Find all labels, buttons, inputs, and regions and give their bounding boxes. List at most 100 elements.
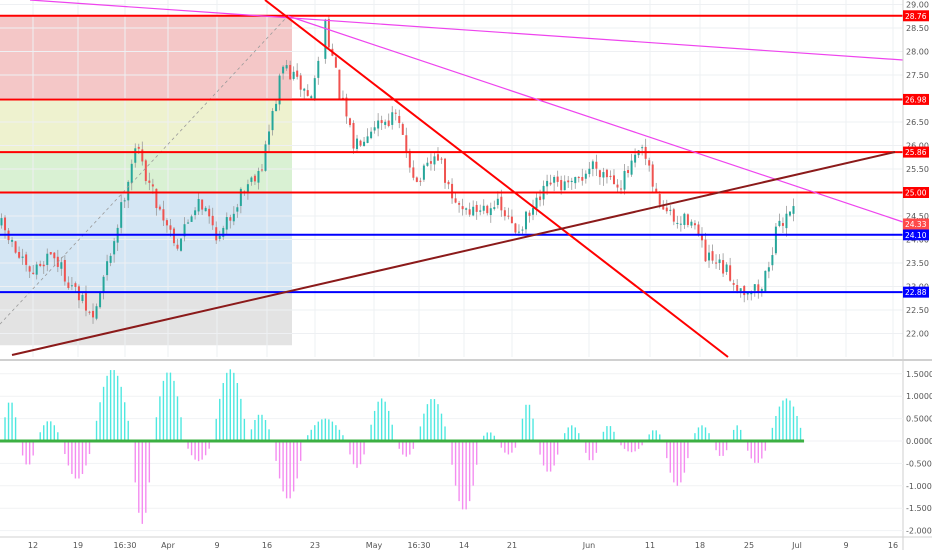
candle-body [359,140,362,146]
candle-body [792,206,795,214]
candle-body [35,264,38,275]
candle-body [774,226,777,254]
price-tick-label: 26.50 [906,118,929,127]
time-tick-label: May [366,541,383,550]
candle-body [556,176,559,182]
candle-body [563,181,566,191]
candle-body [176,244,179,249]
candle-body [577,177,580,179]
time-tick-label: 25 [744,541,754,550]
candle-body [743,285,746,296]
candle-body [356,138,359,149]
candle-body [528,212,531,216]
candle-body [363,141,366,146]
fib-diagonal [0,15,289,325]
osc-tick-label: -1.0000 [906,482,932,491]
price-tick-label: 26.00 [906,142,929,151]
candle-body [627,170,630,173]
last-price-tag-label: 24.33 [905,220,927,229]
candle-body [144,160,147,181]
candle-body [679,223,682,225]
candle-body [465,208,468,210]
candle-body [697,224,700,235]
candle-body [289,64,292,80]
candle-body [736,284,739,291]
candle-body [493,207,496,209]
price-tick-label: 25.50 [906,165,929,174]
candle-body [725,264,728,272]
candle-body [461,206,464,210]
price-level-tag-label: 26.98 [905,95,927,104]
candle-body [250,177,253,182]
candle-body [310,96,313,99]
candle-body [165,220,168,226]
candle-body [722,260,725,274]
candle-body [130,163,133,183]
candle-body [42,264,45,267]
candle-body [4,217,7,231]
time-tick-label: 16 [888,541,898,550]
resistance-trendline [29,0,904,61]
candle-body [475,204,478,212]
candle-body [532,208,535,215]
candle-body [623,170,626,190]
candle-body [451,183,454,199]
candle-body [507,215,510,217]
candle-body [468,209,471,215]
candle-body [137,146,140,149]
candle-body [662,204,665,210]
candle-body [70,285,73,287]
candle-body [609,175,612,178]
candle-body [271,111,274,131]
candle-body [729,265,732,281]
osc-tick-label: -2.0000 [906,527,932,536]
candle-body [246,184,249,193]
candle-body [560,180,563,191]
price-level-tag [903,10,929,22]
candle-body [123,200,126,202]
candle-body [517,231,520,233]
candle-body [574,177,577,184]
candle-body [415,177,418,182]
candle-body [764,270,767,292]
candle-body [102,276,105,292]
candle-body [482,205,485,211]
candle-body [377,120,380,129]
price-level-tag [903,286,929,298]
oscillator-pane: 1.5000 1.0000 0.5000 0.0000 -0.5000 -1.0000 -1… [0,369,932,536]
price-tick-label: 24.50 [906,212,929,221]
candle-body [785,213,788,229]
time-tick-label: 16 [262,541,272,550]
time-tick-label: Jun [582,541,596,550]
time-tick-label: 12 [28,541,38,550]
candle-body [49,252,52,255]
candle-body [106,261,109,276]
candle-body [380,120,383,124]
osc-tick-label: 0.5000 [906,415,932,424]
candle-body [384,121,387,125]
candle-body [634,154,637,163]
candle-body [11,239,14,242]
price-level-tag-label: 28.76 [905,12,927,21]
candle-body [676,222,679,224]
candle-body [510,216,513,224]
candle-body [81,294,84,301]
candle-body [21,256,24,258]
candle-body [39,263,42,266]
candle-body [141,149,144,162]
candle-body [672,209,675,222]
candle-body [151,184,154,187]
candle-body [352,122,355,149]
osc-tick-label: 1.0000 [906,392,932,401]
candle-body [257,171,260,183]
fib-zone-layer [0,15,292,346]
candle-body [387,120,390,126]
candle-body [595,161,598,169]
price-tick-label: 23.50 [906,259,929,268]
candle-body [433,156,436,165]
candle-body [306,90,309,96]
candle-body [366,136,369,143]
candle-body [60,262,63,269]
time-tick-label: Apr [161,541,176,550]
candle-body [648,160,651,166]
